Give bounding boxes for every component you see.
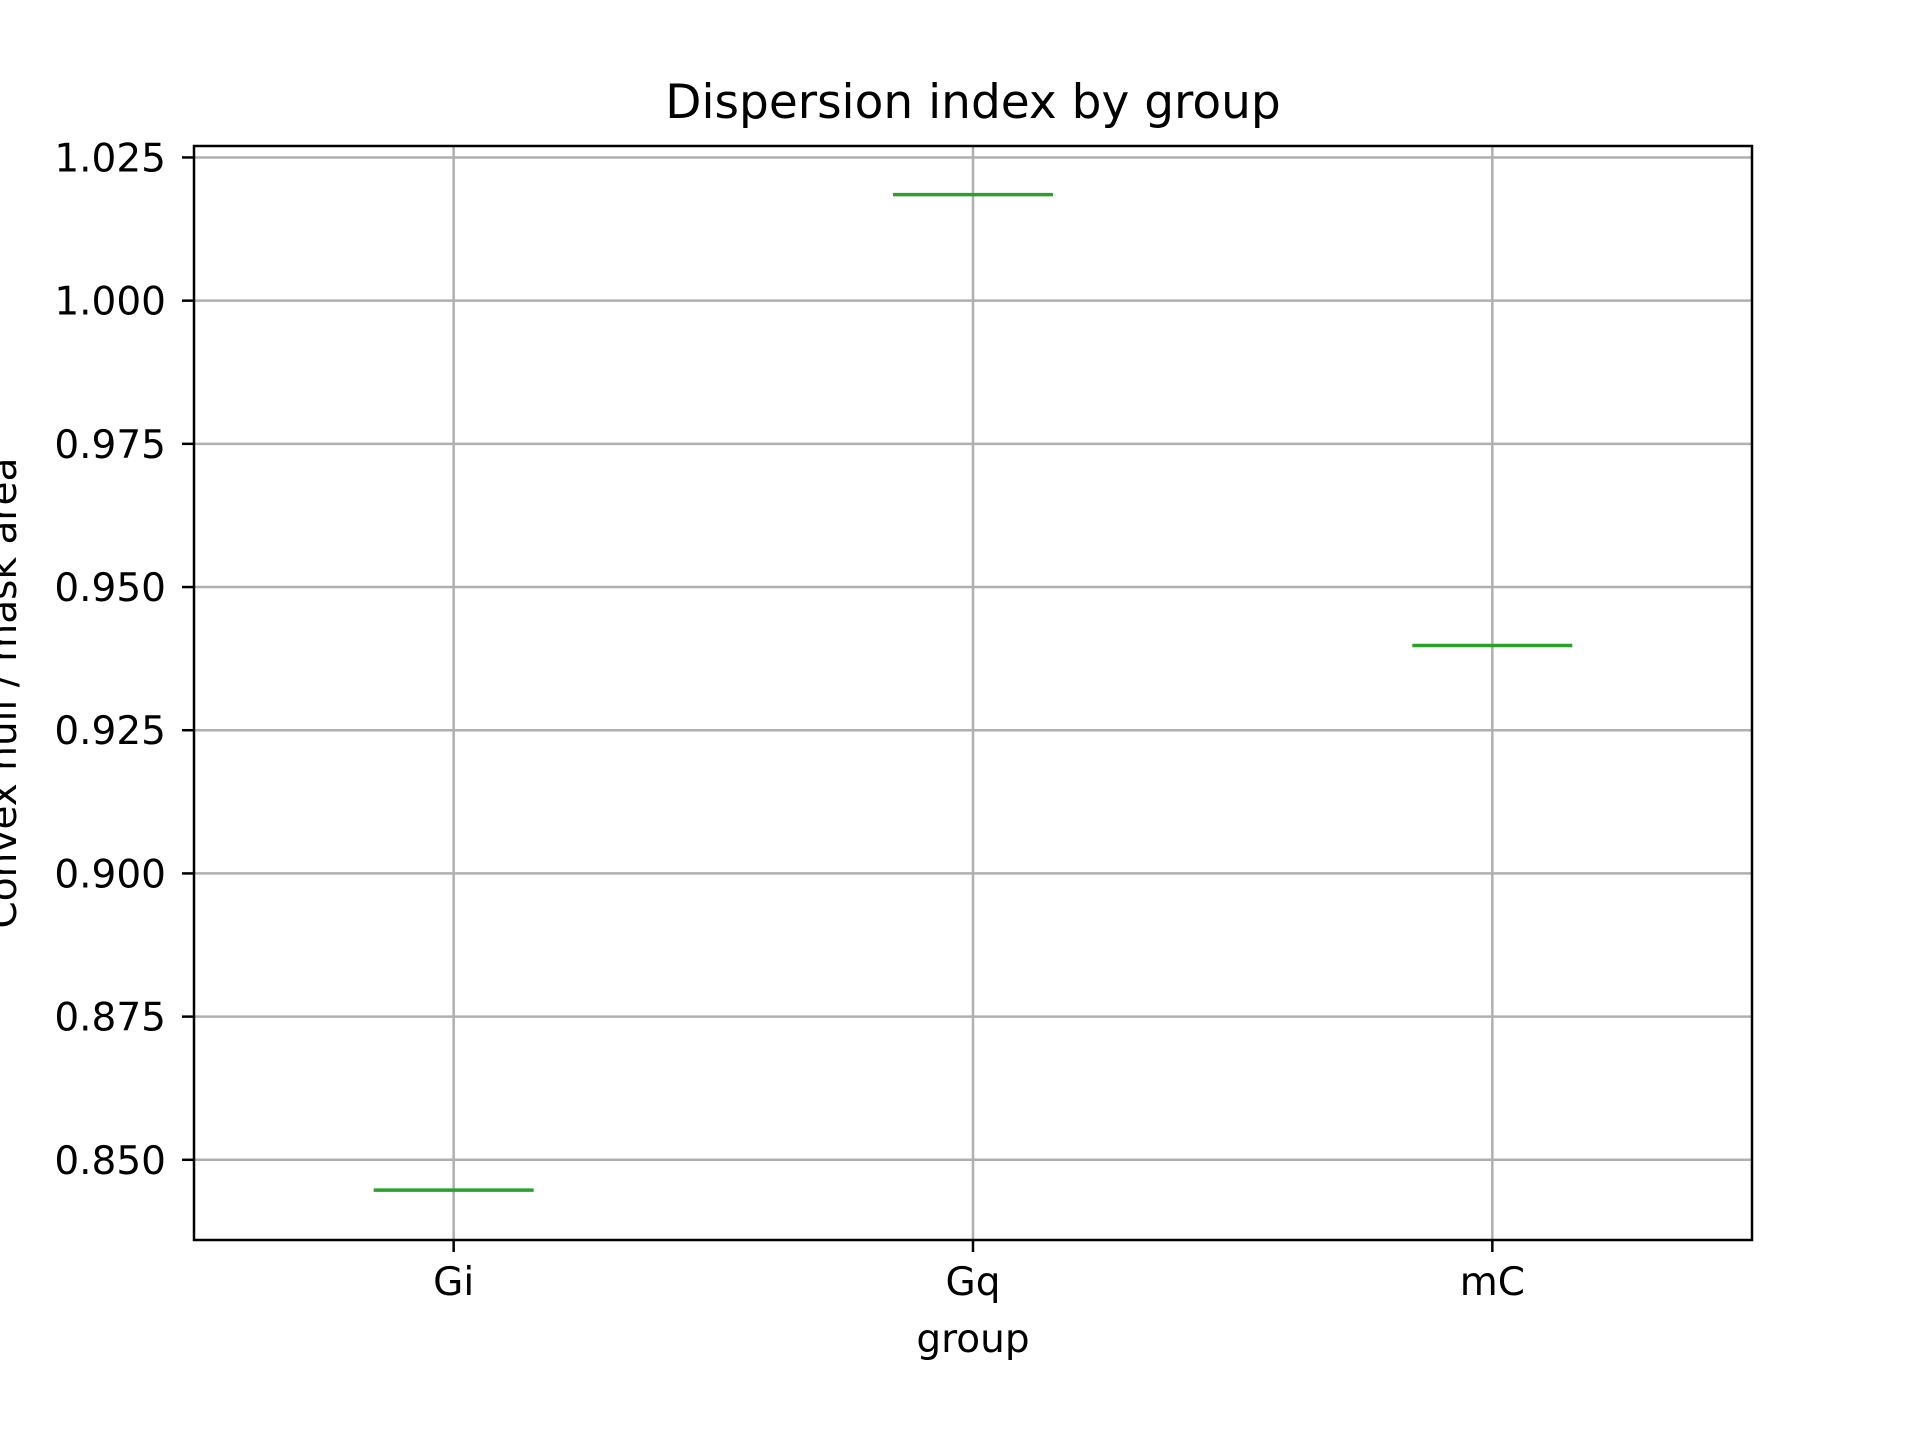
ticks-layer: 0.850 0.875 0.900 0.925 0.950 0.975 1.000 1.025…	[54, 136, 1525, 1305]
x-axis-label: group	[916, 1317, 1029, 1362]
x-tick-label: mC	[1460, 1260, 1525, 1305]
y-tick-label: 0.975	[54, 423, 166, 468]
y-tick-label: 1.025	[54, 136, 166, 181]
y-axis-label: Convex hull / mask area	[0, 458, 26, 929]
chart-title: Dispersion index by group	[665, 75, 1280, 130]
y-tick-label: 0.900	[54, 852, 166, 897]
y-tick-label: 0.850	[54, 1139, 166, 1184]
x-tick-label: Gq	[946, 1260, 1001, 1305]
grid-layer	[194, 146, 1752, 1240]
x-tick-label: Gi	[433, 1260, 474, 1305]
marks-layer	[373, 192, 1573, 1192]
y-tick-label: 0.875	[54, 996, 166, 1041]
y-tick-label: 0.925	[54, 709, 166, 754]
y-tick-label: 0.950	[54, 566, 166, 611]
y-tick-label: 1.000	[54, 280, 166, 325]
